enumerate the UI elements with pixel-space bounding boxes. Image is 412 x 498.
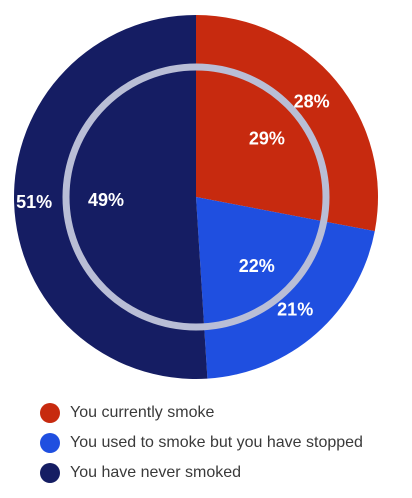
inner-label-former-smoker: 22% (239, 256, 275, 276)
pie-slice-current-smoker (196, 15, 379, 232)
legend-label-current-smoker: You currently smoke (70, 404, 215, 421)
legend: You currently smoke You used to smoke bu… (40, 398, 363, 488)
legend-swatch-former-smoker (40, 433, 60, 453)
pie-slice-never-smoked (13, 15, 208, 379)
inner-label-current-smoker: 29% (249, 128, 285, 148)
slice-labels: 28% 29% 21% 22% 51% 49% (16, 91, 330, 319)
legend-item-never-smoked: You have never smoked (40, 458, 363, 488)
outer-label-current-smoker: 28% (294, 91, 330, 111)
legend-item-former-smoker: You used to smoke but you have stopped (40, 428, 363, 458)
inner-label-never-smoked: 49% (88, 190, 124, 210)
outer-label-former-smoker: 21% (277, 300, 313, 320)
outer-pie-slices (13, 15, 379, 379)
legend-item-current-smoker: You currently smoke (40, 398, 363, 428)
legend-swatch-never-smoked (40, 463, 60, 483)
outer-label-never-smoked: 51% (16, 192, 52, 212)
legend-label-former-smoker: You used to smoke but you have stopped (70, 434, 363, 451)
inner-ring-divider (62, 63, 330, 331)
pie-chart: 28% 29% 21% 22% 51% 49% (13, 15, 379, 379)
legend-label-never-smoked: You have never smoked (70, 464, 242, 481)
legend-swatch-current-smoker (40, 403, 60, 423)
